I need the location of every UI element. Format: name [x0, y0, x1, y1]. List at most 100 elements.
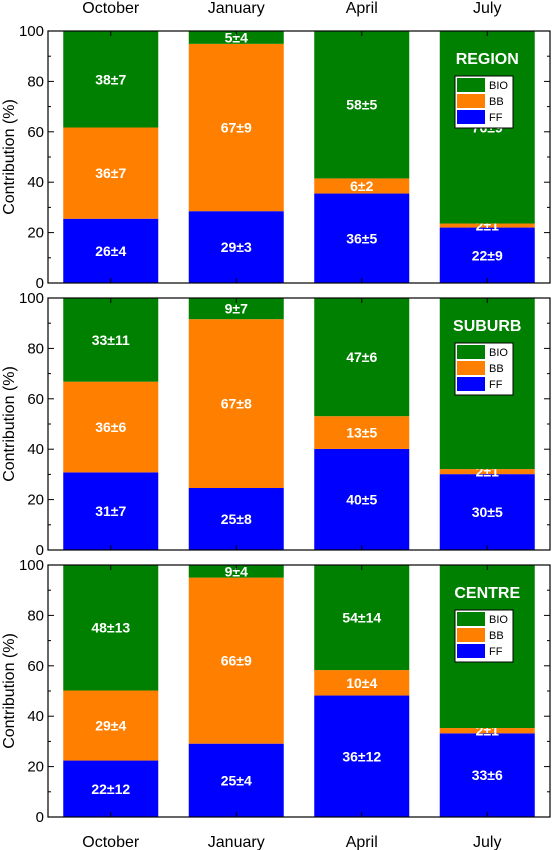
data-label: 48±13 — [91, 620, 130, 636]
bar-bb-april — [314, 416, 410, 449]
bar-ff-october — [63, 472, 159, 550]
y-tick-label: 60 — [27, 658, 44, 675]
bar-bio-january — [188, 565, 284, 578]
y-tick-label: 60 — [27, 124, 44, 141]
y-tick-label: 80 — [27, 607, 44, 624]
data-label: 9±4 — [225, 563, 248, 579]
bar-ff-april — [314, 448, 410, 550]
data-label: 58±5 — [346, 97, 377, 113]
data-label: 36±12 — [342, 748, 381, 764]
data-label: 5±4 — [225, 29, 248, 45]
bar-ff-july — [439, 733, 535, 817]
data-label: 31±7 — [95, 503, 126, 519]
legend-swatch-bb — [457, 94, 485, 108]
panel-title: CENTRE — [454, 585, 520, 602]
data-label: 6±2 — [350, 178, 373, 194]
legend-swatch-ff — [457, 377, 485, 391]
legend-swatch-ff — [457, 644, 485, 658]
y-tick-label: 0 — [36, 275, 44, 292]
data-label: 66±9 — [221, 653, 252, 669]
data-label: 9±7 — [225, 301, 248, 317]
y-tick-label: 20 — [27, 492, 44, 509]
y-tick-label: 20 — [27, 225, 44, 242]
data-label: 30±5 — [472, 504, 503, 520]
bar-bio-april — [314, 565, 410, 671]
data-label: 47±6 — [346, 349, 377, 365]
bar-bio-october — [63, 298, 159, 382]
y-tick-label: 80 — [27, 340, 44, 357]
y-tick-label: 0 — [36, 809, 44, 826]
legend-swatch-bio — [457, 78, 485, 92]
data-label: 22±12 — [91, 781, 130, 797]
bar-ff-july — [439, 474, 535, 550]
legend-swatch-bb — [457, 361, 485, 375]
legend-swatch-bb — [457, 628, 485, 642]
data-label: 29±3 — [221, 239, 252, 255]
bar-ff-april — [314, 695, 410, 817]
bar-bb-january — [188, 319, 284, 489]
panel-title: SUBURB — [453, 318, 521, 335]
data-label: 36±7 — [95, 165, 126, 181]
panel-frame — [47, 297, 551, 551]
legend-swatch-bio — [457, 612, 485, 626]
panel-frame — [47, 30, 551, 284]
y-tick-label: 40 — [27, 708, 44, 725]
bar-ff-january — [188, 743, 284, 817]
legend-label: FF — [489, 379, 503, 391]
data-label: 26±4 — [95, 243, 126, 259]
bar-bb-january — [188, 43, 284, 212]
y-tick-label: 0 — [36, 542, 44, 559]
category-label-bottom: October — [82, 834, 140, 850]
bar-bio-january — [188, 31, 284, 44]
data-label: 67±9 — [221, 120, 252, 136]
data-label: 36±6 — [95, 419, 126, 435]
legend-label: BB — [489, 630, 504, 642]
category-label-bottom: January — [208, 834, 265, 850]
category-label-top: January — [208, 0, 265, 17]
legend-label: BIO — [489, 347, 508, 359]
y-tick-label: 40 — [27, 441, 44, 458]
legend-label: FF — [489, 646, 503, 658]
bar-bb-april — [314, 178, 410, 194]
y-tick-label: 80 — [27, 73, 44, 90]
bar-bb-october — [63, 690, 159, 761]
data-label: 22±9 — [472, 247, 503, 263]
data-label: 25±4 — [221, 772, 252, 788]
legend-label: FF — [489, 112, 503, 124]
y-axis-title: Contribution (%) — [1, 633, 18, 749]
bar-bio-october — [63, 31, 159, 128]
data-label: 10±4 — [346, 675, 377, 691]
y-tick-label: 40 — [27, 174, 44, 191]
bar-bb-october — [63, 127, 159, 219]
data-label: 33±6 — [472, 767, 503, 783]
legend-swatch-ff — [457, 110, 485, 124]
legend-label: BB — [489, 363, 504, 375]
data-label: 67±8 — [221, 396, 252, 412]
y-tick-label: 100 — [19, 23, 44, 40]
bar-bb-january — [188, 577, 284, 744]
bar-bio-april — [314, 31, 410, 179]
bar-ff-october — [63, 760, 159, 817]
category-label-top: October — [82, 0, 140, 17]
category-label-top: July — [473, 0, 501, 17]
panel-title: REGION — [456, 51, 519, 68]
legend-swatch-bio — [457, 345, 485, 359]
bar-bb-october — [63, 381, 159, 473]
y-tick-label: 100 — [19, 557, 44, 574]
y-axis-title: Contribution (%) — [1, 366, 18, 482]
data-label: 29±4 — [95, 718, 126, 734]
bar-bb-july — [439, 728, 535, 734]
panel-frame — [47, 564, 551, 818]
bar-bio-april — [314, 298, 410, 417]
legend-label: BIO — [489, 614, 508, 626]
data-label: 33±11 — [92, 332, 130, 348]
bar-bb-july — [439, 469, 535, 475]
bar-ff-july — [439, 227, 535, 283]
bar-bio-january — [188, 298, 284, 320]
data-label: 36±5 — [346, 230, 377, 246]
bar-ff-april — [314, 193, 410, 283]
category-label-bottom: April — [346, 834, 378, 850]
bar-bio-october — [63, 565, 159, 691]
y-tick-label: 20 — [27, 759, 44, 776]
